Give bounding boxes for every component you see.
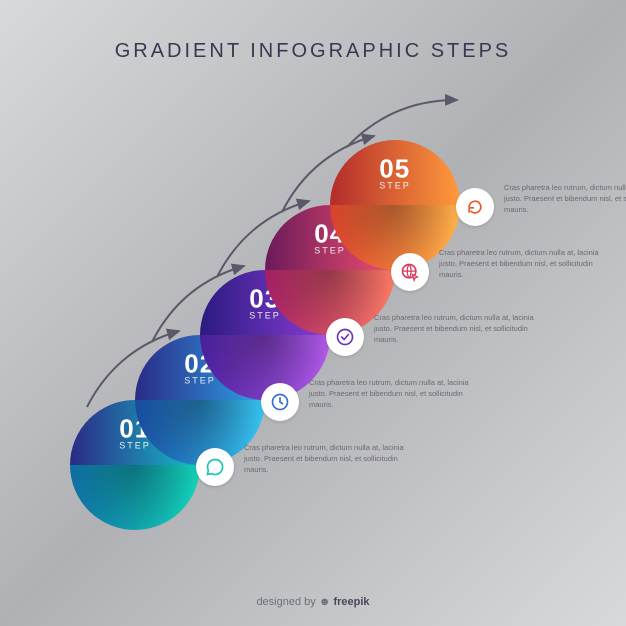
step-number: 05 bbox=[379, 155, 411, 181]
infographic-stage: 05STEP Cras pharetra leo rutrum, dictum n… bbox=[0, 0, 626, 626]
attribution-footer: designed by ☻ freepik bbox=[0, 596, 626, 608]
step-description: Cras pharetra leo rutrum, dictum nulla a… bbox=[374, 313, 544, 346]
clock-icon bbox=[261, 383, 299, 421]
step-description: Cras pharetra leo rutrum, dictum nulla a… bbox=[439, 248, 609, 281]
check-circle-icon bbox=[326, 318, 364, 356]
reload-icon bbox=[456, 188, 494, 226]
footer-prefix: designed by bbox=[256, 596, 318, 608]
globe-cursor-icon bbox=[391, 253, 429, 291]
step-description: Cras pharetra leo rutrum, dictum nulla a… bbox=[504, 183, 626, 216]
step-description: Cras pharetra leo rutrum, dictum nulla a… bbox=[309, 378, 479, 411]
chat-bubble-icon bbox=[196, 448, 234, 486]
footer-brand: freepik bbox=[333, 596, 369, 608]
step-label: STEP bbox=[379, 181, 411, 190]
step-number-block: 05STEP bbox=[379, 155, 411, 190]
freepik-logo-icon: ☻ bbox=[319, 596, 331, 608]
step-description: Cras pharetra leo rutrum, dictum nulla a… bbox=[244, 443, 414, 476]
